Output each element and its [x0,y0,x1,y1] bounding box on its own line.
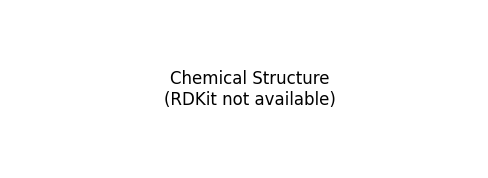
Text: Chemical Structure
(RDKit not available): Chemical Structure (RDKit not available) [164,70,335,109]
